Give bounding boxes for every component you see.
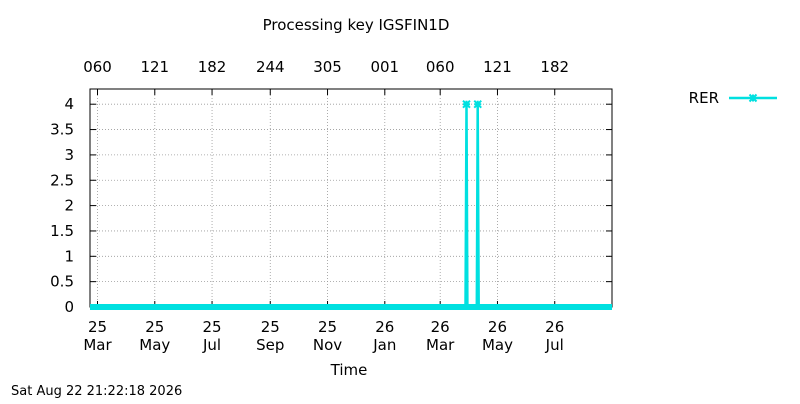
x-top-tick-label: 182 — [198, 58, 227, 76]
grid — [90, 89, 612, 308]
x-tick-label-day: 25 — [145, 318, 164, 336]
x-axis-bottom: 25Mar25May25Jul25Sep25Nov26Jan26Mar26May… — [83, 301, 564, 354]
x-tick-label-month: Mar — [426, 336, 455, 354]
x-tick-label-day: 25 — [203, 318, 222, 336]
y-tick-label: 1 — [64, 247, 74, 265]
x-top-tick-label: 001 — [370, 58, 399, 76]
x-tick-label-month: Jan — [372, 336, 396, 354]
x-tick-label-day: 26 — [545, 318, 564, 336]
y-tick-label: 4 — [64, 95, 74, 113]
x-tick-label-month: Jul — [545, 336, 564, 354]
x-tick-label-day: 25 — [261, 318, 280, 336]
x-tick-label-day: 25 — [88, 318, 107, 336]
plot-border — [89, 88, 613, 308]
y-tick-label: 2.5 — [50, 171, 74, 189]
x-tick-label-day: 26 — [375, 318, 394, 336]
x-axis-label: Time — [330, 361, 368, 379]
y-tick-label: 3.5 — [50, 121, 74, 139]
x-top-tick-label: 244 — [256, 58, 285, 76]
x-tick-label-month: May — [482, 336, 513, 354]
x-tick-label-month: Sep — [256, 336, 284, 354]
series-layer — [90, 100, 612, 310]
x-tick-label-month: May — [139, 336, 170, 354]
y-tick-label: 1.5 — [50, 222, 74, 240]
y-axis: 0 0.5 1 1.5 2 2.5 3 3.5 4 — [50, 95, 612, 316]
footer-timestamp: Sat Aug 22 21:22:18 2026 — [11, 384, 182, 399]
x-top-tick-label: 305 — [313, 58, 342, 76]
x-tick-label-day: 25 — [318, 318, 337, 336]
data-point-marker — [462, 100, 471, 109]
x-tick-label-day: 26 — [488, 318, 507, 336]
x-tick-label-month: Mar — [83, 336, 112, 354]
chart-title: Processing key IGSFIN1D — [263, 16, 450, 34]
data-point-marker — [473, 100, 482, 109]
y-tick-label: 0 — [64, 298, 74, 316]
plot-frame — [89, 88, 613, 308]
x-top-tick-label: 121 — [140, 58, 169, 76]
x-top-tick-label: 182 — [540, 58, 569, 76]
legend-marker — [748, 93, 758, 103]
x-top-tick-label: 121 — [483, 58, 512, 76]
x-top-tick-label: 060 — [83, 58, 112, 76]
x-axis-top: 060 121 182 244 305 001 060 121 182 — [83, 58, 569, 95]
x-tick-label-month: Jul — [202, 336, 221, 354]
x-tick-label-month: Nov — [313, 336, 342, 354]
legend: RER — [689, 89, 777, 107]
y-tick-label: 0.5 — [50, 273, 74, 291]
y-tick-label: 3 — [64, 146, 74, 164]
y-tick-label: 2 — [64, 197, 74, 215]
legend-label: RER — [689, 89, 719, 107]
x-top-tick-label: 060 — [426, 58, 455, 76]
x-tick-label-day: 26 — [431, 318, 450, 336]
